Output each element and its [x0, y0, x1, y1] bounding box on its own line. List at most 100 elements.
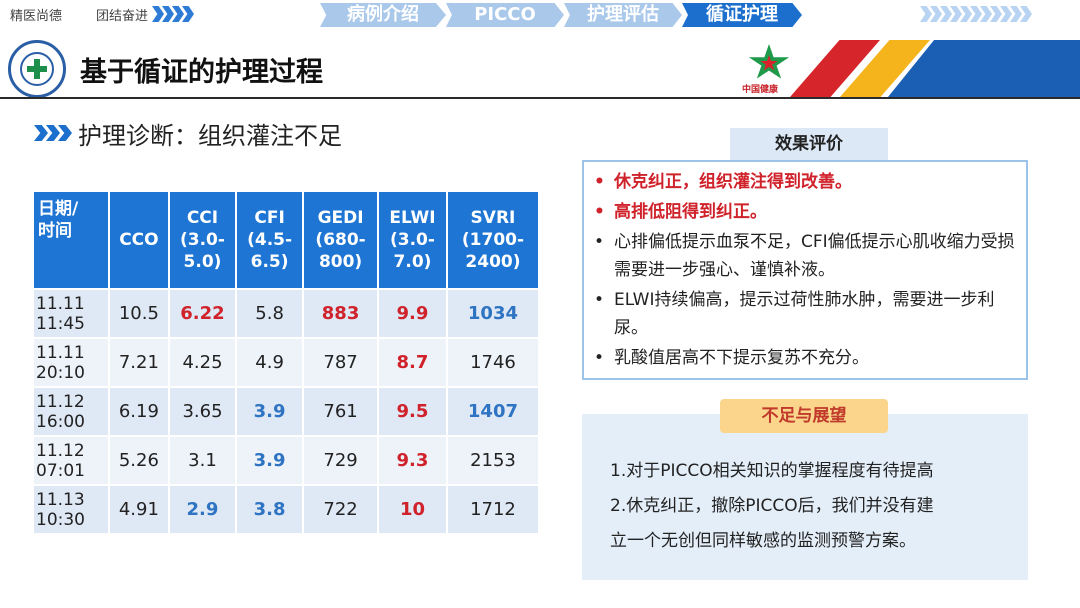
- evaluation-text: 休克纠正，组织灌注得到改善。: [614, 172, 852, 192]
- date-text: 11.11: [36, 293, 85, 314]
- time-cell: 11.11 20:10: [34, 339, 108, 386]
- table-row: 11.12 16:00 6.19 3.65 3.9 761 9.5 1407: [34, 388, 538, 435]
- value-cell: 722: [304, 486, 378, 533]
- table-header-cell: GEDI (680- 800): [304, 192, 378, 288]
- chevron-right-icon: [920, 6, 1032, 22]
- table-header-row: 日期/时间 CCO CCI (3.0- 5.0) CFI (4.5- 6.5) GEDI (680…: [34, 192, 538, 288]
- evaluation-box: • 休克纠正，组织灌注得到改善。 • 高排低阻得到纠正。 • 心排偏低提示血泵不足，CFI…: [582, 160, 1028, 380]
- bullet-icon: •: [594, 202, 605, 222]
- prospect-line: 2.休克纠正，撤除PICCO后，我们并没有建: [610, 496, 934, 516]
- value-cell: 4.91: [109, 486, 168, 533]
- motto-left: 精医尚德: [10, 9, 63, 24]
- table-header-cell: SVRI (1700- 2400): [447, 192, 538, 288]
- prospect-line: 立一个无创但同样敏感的监测预警方案。: [610, 531, 916, 551]
- header-text: 6.5): [250, 252, 289, 272]
- value-cell: 5.26: [109, 437, 168, 484]
- evaluation-text: 乳酸值居高不下提示复苏不充分。: [614, 348, 869, 368]
- header-text: (680-: [315, 230, 366, 250]
- value-cell: 883: [304, 290, 378, 337]
- table-row: 11.11 20:10 7.21 4.25 4.9 787 8.7 1746: [34, 339, 538, 386]
- time-text: 10:30: [36, 509, 85, 530]
- header-text: CCI: [186, 208, 219, 228]
- value-cell: 2.9: [169, 486, 236, 533]
- time-cell: 11.12 07:01: [34, 437, 108, 484]
- tab-nursing-assessment[interactable]: 护理评估: [564, 3, 682, 27]
- table-header-cell: CCI (3.0- 5.0): [169, 192, 236, 288]
- value-cell: 5.8: [237, 290, 303, 337]
- value-cell: 3.9: [237, 388, 303, 435]
- time-text: 20:10: [36, 362, 85, 383]
- value-cell: 1746: [447, 339, 538, 386]
- tab-picco[interactable]: PICCO: [446, 3, 564, 27]
- chevron-right-icon: [152, 6, 194, 22]
- bullet-icon: •: [594, 172, 605, 192]
- bullet-icon: •: [594, 348, 605, 368]
- evaluation-text: 高排低阻得到纠正。: [614, 202, 767, 222]
- value-cell: 3.9: [237, 437, 303, 484]
- page-title: 基于循证的护理过程: [80, 57, 323, 88]
- bullet-icon: •: [594, 232, 605, 252]
- motto-right: 团结奋进: [96, 9, 149, 24]
- value-cell: 1407: [447, 388, 538, 435]
- value-cell: 10: [379, 486, 446, 533]
- date-text: 11.12: [36, 440, 85, 461]
- header-text: 日期/: [38, 199, 79, 219]
- table-header-cell: 日期/时间: [34, 192, 108, 288]
- value-cell: 787: [304, 339, 378, 386]
- table-header-cell: CCO: [109, 192, 168, 288]
- value-cell: 4.9: [237, 339, 303, 386]
- time-text: 07:01: [36, 460, 85, 481]
- hospital-logo: [8, 40, 66, 98]
- brand-text: 中国健康: [742, 85, 779, 95]
- prospects-title: 不足与展望: [720, 399, 888, 433]
- header-text: 5.0): [183, 252, 222, 272]
- evaluation-text: 心排偏低提示血泵不足，CFI偏低提示心肌收缩力受损需要进一步强心、谨慎补液。: [614, 232, 1015, 280]
- value-cell: 10.5: [109, 290, 168, 337]
- header-text: 7.0): [393, 252, 432, 272]
- header-text: 800): [318, 252, 363, 272]
- evaluation-item: • 高排低阻得到纠正。: [594, 198, 1016, 226]
- value-cell: 761: [304, 388, 378, 435]
- date-text: 11.12: [36, 391, 85, 412]
- table-row: 11.13 10:30 4.91 2.9 3.8 722 10 1712: [34, 486, 538, 533]
- time-text: 16:00: [36, 411, 85, 432]
- header-text: (3.0-: [180, 230, 225, 250]
- value-cell: 1712: [447, 486, 538, 533]
- prospect-line: 1.对于PICCO相关知识的掌握程度有待提高: [610, 461, 934, 481]
- table-body: 11.11 11:45 10.5 6.22 5.8 883 9.9 1034 11.11 20:1…: [34, 290, 538, 533]
- tab-case-intro[interactable]: 病例介绍: [320, 3, 446, 27]
- time-cell: 11.13 10:30: [34, 486, 108, 533]
- header-text: SVRI: [470, 208, 516, 228]
- value-cell: 1034: [447, 290, 538, 337]
- evaluation-item: • 乳酸值居高不下提示复苏不充分。: [594, 344, 1016, 372]
- date-text: 11.13: [36, 489, 85, 510]
- header-text: CCO: [119, 230, 159, 250]
- chevron-right-icon: [34, 125, 72, 141]
- value-cell: 6.22: [169, 290, 236, 337]
- header-text: (3.0-: [390, 230, 435, 250]
- value-cell: 729: [304, 437, 378, 484]
- table-row: 11.12 07:01 5.26 3.1 3.9 729 9.3 2153: [34, 437, 538, 484]
- date-text: 11.11: [36, 342, 85, 363]
- evaluation-item: • 休克纠正，组织灌注得到改善。: [594, 168, 1016, 196]
- header-text: 2400): [465, 252, 521, 272]
- value-cell: 3.65: [169, 388, 236, 435]
- title-divider: [0, 97, 1080, 99]
- value-cell: 3.8: [237, 486, 303, 533]
- value-cell: 8.7: [379, 339, 446, 386]
- value-cell: 2153: [447, 437, 538, 484]
- picco-table: 日期/时间 CCO CCI (3.0- 5.0) CFI (4.5- 6.5) GEDI (680…: [32, 190, 540, 535]
- table-row: 11.11 11:45 10.5 6.22 5.8 883 9.9 1034: [34, 290, 538, 337]
- header-text: (4.5-: [247, 230, 293, 250]
- value-cell: 3.1: [169, 437, 236, 484]
- evaluation-text: ELWI持续偏高，提示过荷性肺水肿，需要进一步利尿。: [614, 290, 995, 338]
- value-cell: 9.9: [379, 290, 446, 337]
- evaluation-title: 效果评价: [730, 128, 888, 160]
- time-cell: 11.11 11:45: [34, 290, 108, 337]
- table-header-cell: CFI (4.5- 6.5): [237, 192, 303, 288]
- evaluation-item: • 心排偏低提示血泵不足，CFI偏低提示心肌收缩力受损需要进一步强心、谨慎补液。: [594, 228, 1016, 284]
- nursing-diagnosis: 护理诊断：组织灌注不足: [78, 122, 342, 150]
- header-text: ELWI: [389, 208, 436, 228]
- evaluation-item: • ELWI持续偏高，提示过荷性肺水肿，需要进一步利尿。: [594, 286, 1016, 342]
- tab-evidence-nursing[interactable]: 循证护理: [682, 3, 802, 27]
